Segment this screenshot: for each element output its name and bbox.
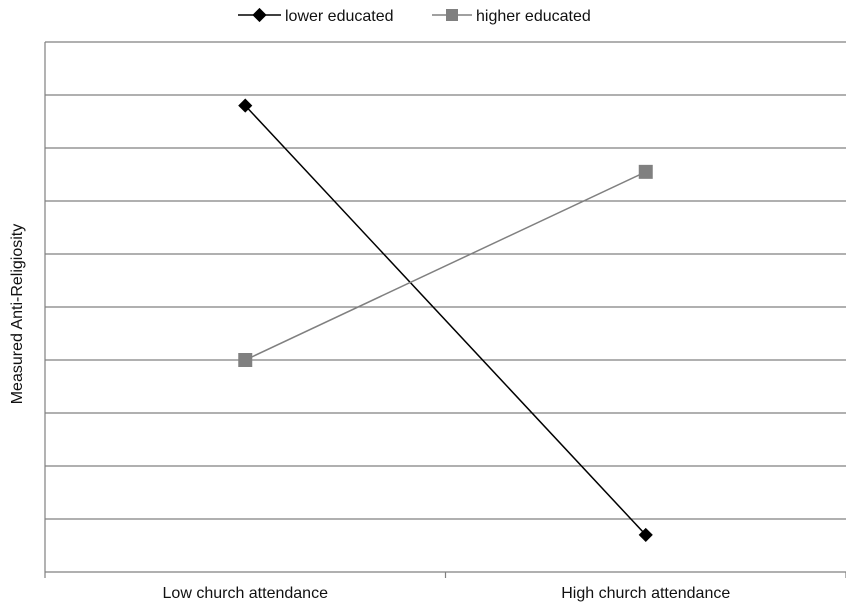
diamond-marker-icon [252,7,267,23]
x-axis-tick-labels: Low church attendance High church attenda… [163,585,731,602]
series-line [244,105,647,536]
series-layer [238,98,653,542]
legend-label-lower-educated: lower educated [285,8,394,25]
square-marker-icon [446,9,458,21]
legend: lower educated higher educated [238,7,591,25]
legend-label-higher-educated: higher educated [476,8,591,25]
y-axis-label: Measured Anti-Religiosity [9,224,26,405]
x-axis-ticks [44,572,846,578]
gridlines [44,41,846,572]
series-lower-educated [238,98,653,542]
data-point [638,164,653,179]
data-point [638,527,653,542]
x-tick-label: High church attendance [561,585,730,602]
series-line [244,171,647,361]
legend-item-lower-educated: lower educated [238,7,394,25]
series-higher-educated [238,164,653,367]
legend-item-higher-educated: higher educated [432,8,591,25]
data-point [238,353,253,367]
x-tick-label: Low church attendance [163,585,329,602]
